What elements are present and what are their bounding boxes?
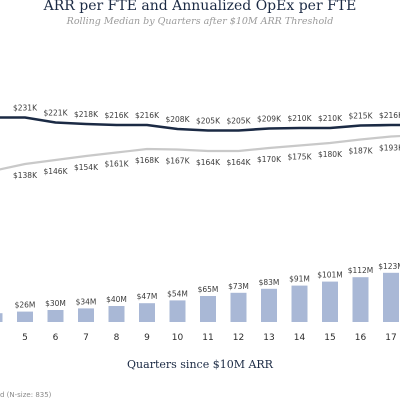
bar-value-label: $91M <box>289 275 310 284</box>
x-tick-label: 10 <box>172 333 184 343</box>
arr-value-label: $216K <box>379 111 400 120</box>
opex-per-fte-line <box>0 134 400 171</box>
bar-value-label: $34M <box>76 297 97 306</box>
opex-value-label: $193K <box>379 144 400 153</box>
opex-value-label: $161K <box>104 160 129 169</box>
opex-value-label: $175K <box>287 153 312 162</box>
opex-value-label: $164K <box>196 158 221 167</box>
x-tick-label: 15 <box>324 333 335 343</box>
bar <box>0 313 3 322</box>
arr-value-label: $205K <box>196 117 221 126</box>
opex-value-label: $138K <box>13 171 38 180</box>
opex-value-label: $168K <box>135 156 160 165</box>
arr-per-fte-line <box>0 116 400 132</box>
arr-value-label: $216K <box>104 111 129 120</box>
bar <box>78 308 94 322</box>
bar <box>230 292 247 322</box>
arr-value-label: $210K <box>287 114 312 123</box>
arr-value-label: $215K <box>348 112 373 121</box>
x-tick-label: 14 <box>294 333 306 343</box>
opex-value-label: $180K <box>318 150 343 159</box>
opex-value-label: $187K <box>348 147 373 156</box>
x-tick-label: 8 <box>114 333 120 343</box>
bar <box>291 285 308 322</box>
x-axis-title: Quarters since $10M ARR <box>127 358 274 371</box>
bar <box>47 310 64 322</box>
opex-value-label: $164K <box>226 158 251 167</box>
arr-value-label: $210K <box>318 114 343 123</box>
x-tick-label: 9 <box>144 333 150 343</box>
opex-value-label: $167K <box>165 157 190 166</box>
x-tick-label: 16 <box>355 333 367 343</box>
bar-value-label: $65M <box>198 285 219 294</box>
bar-value-label: $54M <box>167 289 188 298</box>
bar-value-label: $30M <box>45 299 66 308</box>
opex-value-label: $146K <box>43 167 68 176</box>
chart-title: ARR per FTE and Annualized OpEx per FTE <box>43 0 357 14</box>
x-tick-label: 6 <box>53 333 59 343</box>
bar-value-label: $83M <box>259 278 280 287</box>
line-series <box>0 116 400 171</box>
bar <box>383 272 399 322</box>
bar-value-label: $101M <box>317 271 343 280</box>
arr-value-label: $221K <box>43 109 68 118</box>
bar <box>169 300 186 322</box>
data-labels: M$26M$30M$34M$40M$47M$54M$65M$73M$83M$91… <box>0 104 400 310</box>
arr-value-label: $231K <box>13 104 38 113</box>
bar-value-label: $26M <box>15 301 36 310</box>
chart-subtitle: Rolling Median by Quarters after $10M AR… <box>66 16 334 27</box>
x-tick-label: 13 <box>263 333 274 343</box>
bar <box>352 277 369 322</box>
bar-series <box>0 272 399 322</box>
opex-value-label: $154K <box>74 163 99 172</box>
footnote: d (N-size: 835) <box>0 391 52 399</box>
bar <box>139 303 155 322</box>
x-tick-label: 17 <box>385 333 396 343</box>
bar <box>108 306 125 322</box>
arr-value-label: $218K <box>74 110 99 119</box>
opex-value-label: $170K <box>257 155 282 164</box>
bar-value-label: $112M <box>348 266 374 275</box>
x-tick-labels: 5 6 7 8 9 10 11 12 13 14 15 16 17 <box>22 333 397 343</box>
bar-value-label: $40M <box>106 295 127 304</box>
arr-value-label: $208K <box>165 115 190 124</box>
bar-value-label: $47M <box>137 292 158 301</box>
x-tick-label: 7 <box>83 333 89 343</box>
bar <box>322 281 338 322</box>
x-tick-label: 5 <box>22 333 28 343</box>
bar <box>261 288 277 322</box>
arr-value-label: $209K <box>257 115 282 124</box>
bar-value-label: $73M <box>228 282 249 291</box>
x-tick-label: 11 <box>202 333 213 343</box>
arr-value-label: $216K <box>135 111 160 120</box>
bar-value-label: $123M <box>378 262 400 271</box>
bar <box>200 296 216 322</box>
bar <box>17 311 33 322</box>
x-tick-label: 12 <box>233 333 244 343</box>
arr-value-label: $205K <box>226 117 251 126</box>
